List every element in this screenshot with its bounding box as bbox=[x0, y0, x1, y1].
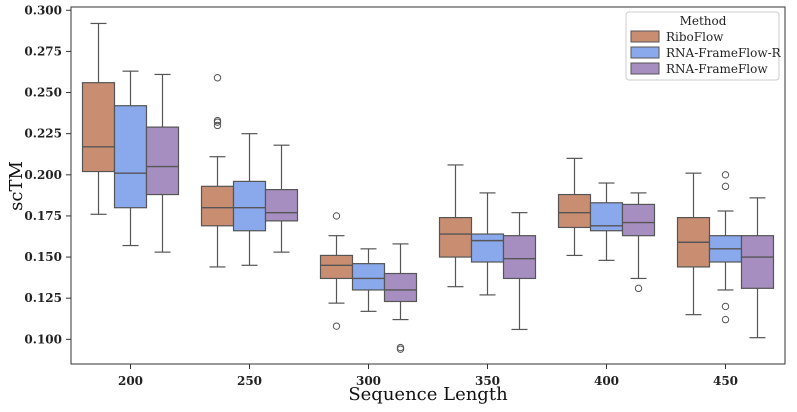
box-rna-frameflow-450 bbox=[740, 197, 775, 339]
box-iqr bbox=[502, 235, 537, 280]
y-tick-label: 0.150 bbox=[24, 250, 62, 264]
legend-label: RNA-FrameFlow bbox=[666, 62, 768, 76]
y-tick-label: 0.225 bbox=[24, 127, 62, 141]
outlier-point bbox=[721, 171, 730, 179]
x-tick-label: 450 bbox=[713, 374, 738, 388]
legend-item: RNA-FrameFlow-R bbox=[630, 46, 782, 60]
box-iqr bbox=[740, 235, 775, 289]
x-tick-label: 400 bbox=[594, 374, 619, 388]
box-iqr bbox=[264, 189, 299, 222]
legend-title: Method bbox=[680, 14, 727, 28]
y-tick-label: 0.100 bbox=[24, 332, 62, 346]
y-tick-label: 0.175 bbox=[24, 209, 62, 223]
box-rna-frameflow-r-250 bbox=[232, 133, 267, 266]
box-iqr bbox=[621, 203, 656, 237]
box-riboflow-450 bbox=[676, 172, 711, 316]
outlier-point bbox=[721, 302, 730, 311]
y-tick-label: 0.300 bbox=[24, 3, 62, 17]
legend-swatch bbox=[630, 46, 660, 59]
outlier-point bbox=[332, 322, 341, 330]
legend-frame bbox=[625, 11, 780, 81]
legend-item: RiboFlow bbox=[630, 30, 724, 44]
box-iqr bbox=[438, 216, 473, 258]
legend-label: RNA-FrameFlow-R bbox=[666, 46, 782, 60]
box-riboflow-350 bbox=[438, 164, 473, 288]
legend-swatch bbox=[630, 62, 660, 75]
box-rna-frameflow-r-450 bbox=[708, 171, 743, 324]
box-iqr bbox=[470, 233, 505, 263]
box-rna-frameflow-200 bbox=[145, 73, 180, 253]
x-axis-title: Sequence Length bbox=[348, 384, 508, 405]
y-tick-label: 0.125 bbox=[24, 291, 62, 305]
legend: Method RiboFlow RNA-FrameFlow-R RNA-FrameF… bbox=[625, 11, 782, 81]
y-tick-label: 0.275 bbox=[24, 44, 62, 58]
y-tick-label: 0.250 bbox=[24, 86, 62, 100]
legend-item: RNA-FrameFlow bbox=[630, 62, 768, 76]
box-rna-frameflow-r-350 bbox=[470, 192, 505, 296]
x-tick-label: 350 bbox=[475, 374, 500, 388]
outlier-point bbox=[721, 315, 730, 324]
y-tick-label: 0.200 bbox=[24, 168, 62, 182]
legend-label: RiboFlow bbox=[666, 30, 724, 44]
outlier-point bbox=[213, 74, 222, 82]
y-axis-title: scTM bbox=[6, 161, 27, 211]
box-riboflow-200 bbox=[81, 22, 116, 215]
box-iqr bbox=[319, 254, 354, 280]
box-iqr bbox=[383, 272, 418, 303]
box-iqr bbox=[232, 180, 267, 232]
x-axis: 200 250 300 350 400 450 bbox=[118, 364, 738, 388]
box-rna-frameflow-400 bbox=[621, 192, 656, 293]
box-iqr bbox=[81, 82, 116, 173]
y-axis: 0.100 0.125 0.150 0.175 0.200 0.225 0.250 0.275… bbox=[24, 3, 71, 346]
outlier-point bbox=[213, 121, 222, 130]
outlier-point bbox=[634, 284, 643, 293]
box-iqr bbox=[113, 105, 148, 209]
box-rna-frameflow-r-200 bbox=[113, 70, 148, 247]
box-rna-frameflow-r-400 bbox=[589, 182, 624, 261]
x-tick-label: 300 bbox=[356, 374, 381, 388]
box-iqr bbox=[589, 202, 624, 232]
box-iqr bbox=[351, 263, 386, 291]
outlier-point bbox=[721, 182, 730, 191]
legend-items: RiboFlow RNA-FrameFlow-R RNA-FrameFlow bbox=[630, 30, 782, 76]
box-riboflow-300 bbox=[319, 212, 354, 330]
legend-swatch bbox=[630, 30, 660, 43]
x-tick-label: 200 bbox=[118, 374, 143, 388]
box-rna-frameflow-350 bbox=[502, 212, 537, 331]
outlier-point bbox=[396, 343, 405, 352]
box-riboflow-400 bbox=[557, 157, 592, 257]
box-iqr bbox=[145, 126, 180, 196]
outlier-point bbox=[332, 212, 341, 220]
box-rna-frameflow-250 bbox=[264, 144, 299, 253]
x-tick-label: 250 bbox=[237, 374, 262, 388]
box-iqr bbox=[557, 193, 592, 229]
box-rna-frameflow-300 bbox=[383, 243, 418, 353]
box-rna-frameflow-r-300 bbox=[351, 248, 386, 312]
box-iqr bbox=[200, 185, 235, 227]
box-riboflow-250 bbox=[200, 74, 235, 268]
outlier-point bbox=[213, 116, 222, 125]
box-groups bbox=[81, 22, 775, 353]
